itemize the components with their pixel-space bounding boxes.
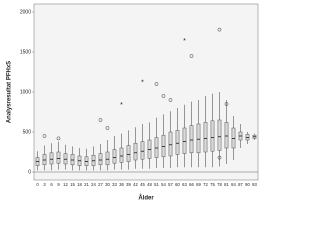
x-tick-label: 81 (224, 182, 229, 187)
y-tick-label: 1000 (20, 89, 31, 95)
box (168, 131, 173, 157)
box (245, 134, 250, 141)
outlier-point (168, 98, 173, 102)
box (210, 120, 215, 152)
box (119, 147, 124, 163)
box (98, 153, 103, 166)
box (112, 149, 117, 164)
x-tick-label: 78 (217, 182, 222, 187)
x-tick-label: 24 (91, 182, 96, 187)
box (49, 152, 54, 165)
x-tick-label: 27 (98, 182, 103, 187)
x-tick-label: 87 (238, 182, 243, 187)
x-tick-label: 66 (189, 182, 194, 187)
x-tick-label: 30 (105, 182, 110, 187)
x-tick-label: 57 (168, 182, 173, 187)
outlier-point (217, 155, 222, 160)
x-tick-label: 72 (203, 182, 208, 187)
box (63, 153, 68, 165)
y-tick-label: 0 (28, 169, 31, 175)
x-tick-label: 6 (50, 182, 53, 187)
x-tick-label: 51 (154, 182, 159, 187)
x-tick-label: 15 (70, 182, 75, 187)
box (140, 141, 145, 160)
x-tick-label: 36 (119, 182, 124, 187)
box (70, 154, 75, 166)
x-tick-label: 63 (182, 182, 187, 187)
x-tick-label: 93 (252, 182, 257, 187)
box (189, 125, 194, 154)
x-tick-label: 12 (63, 182, 68, 187)
box (147, 139, 152, 159)
box (224, 122, 229, 149)
x-tick-label: 84 (231, 182, 236, 187)
outlier-point (224, 102, 229, 106)
outlier-point (154, 82, 159, 86)
x-tick-label: 69 (196, 182, 201, 187)
box (182, 127, 187, 154)
box (217, 119, 222, 151)
x-tick-label: 42 (133, 182, 138, 187)
x-tick-label: 60 (175, 182, 180, 187)
outlier-point (98, 118, 103, 122)
box (196, 123, 201, 154)
x-tick-label: 33 (112, 182, 117, 187)
outlier-point (217, 27, 222, 32)
extreme-point: * (141, 79, 144, 86)
box (231, 127, 236, 149)
x-tick-label: 45 (140, 182, 145, 187)
x-tick-label: 9 (57, 182, 60, 187)
chart: Analysresultat PFHxS Ålder 0 500 1000 1500 2… (7, 3, 259, 202)
extreme-point: * (183, 38, 186, 45)
box (161, 134, 166, 158)
x-tick-label: 90 (245, 182, 250, 187)
x-tick-label: 39 (126, 182, 131, 187)
y-axis-label: Analysresultat PFHxS (7, 61, 13, 123)
x-tick-label: 54 (161, 182, 166, 187)
box (133, 142, 138, 161)
box (175, 130, 180, 155)
outlier-point (42, 134, 47, 138)
box (105, 151, 110, 166)
box (203, 122, 208, 153)
y-tick-label: 500 (23, 129, 32, 135)
outlier-point (161, 94, 166, 98)
box (42, 154, 47, 166)
box (91, 154, 96, 166)
x-tick-label: 0 (36, 182, 39, 187)
box (56, 151, 61, 164)
x-tick-label: 18 (77, 182, 82, 187)
outlier-point (105, 126, 110, 130)
extreme-point: * (120, 102, 123, 109)
outlier-point (56, 136, 61, 141)
box (126, 145, 131, 162)
y-tick-label: 1500 (20, 49, 31, 55)
x-axis-label: Ålder (138, 195, 154, 202)
x-tick-label: 21 (84, 182, 89, 187)
box (154, 137, 159, 158)
y-tick-label: 2000 (20, 9, 31, 15)
x-tick-label: 3 (43, 182, 46, 187)
x-tick-label: 48 (147, 182, 152, 187)
x-tick-label: 75 (210, 182, 215, 187)
box (84, 156, 89, 166)
plot-area (33, 3, 259, 181)
outlier-point (189, 54, 194, 58)
